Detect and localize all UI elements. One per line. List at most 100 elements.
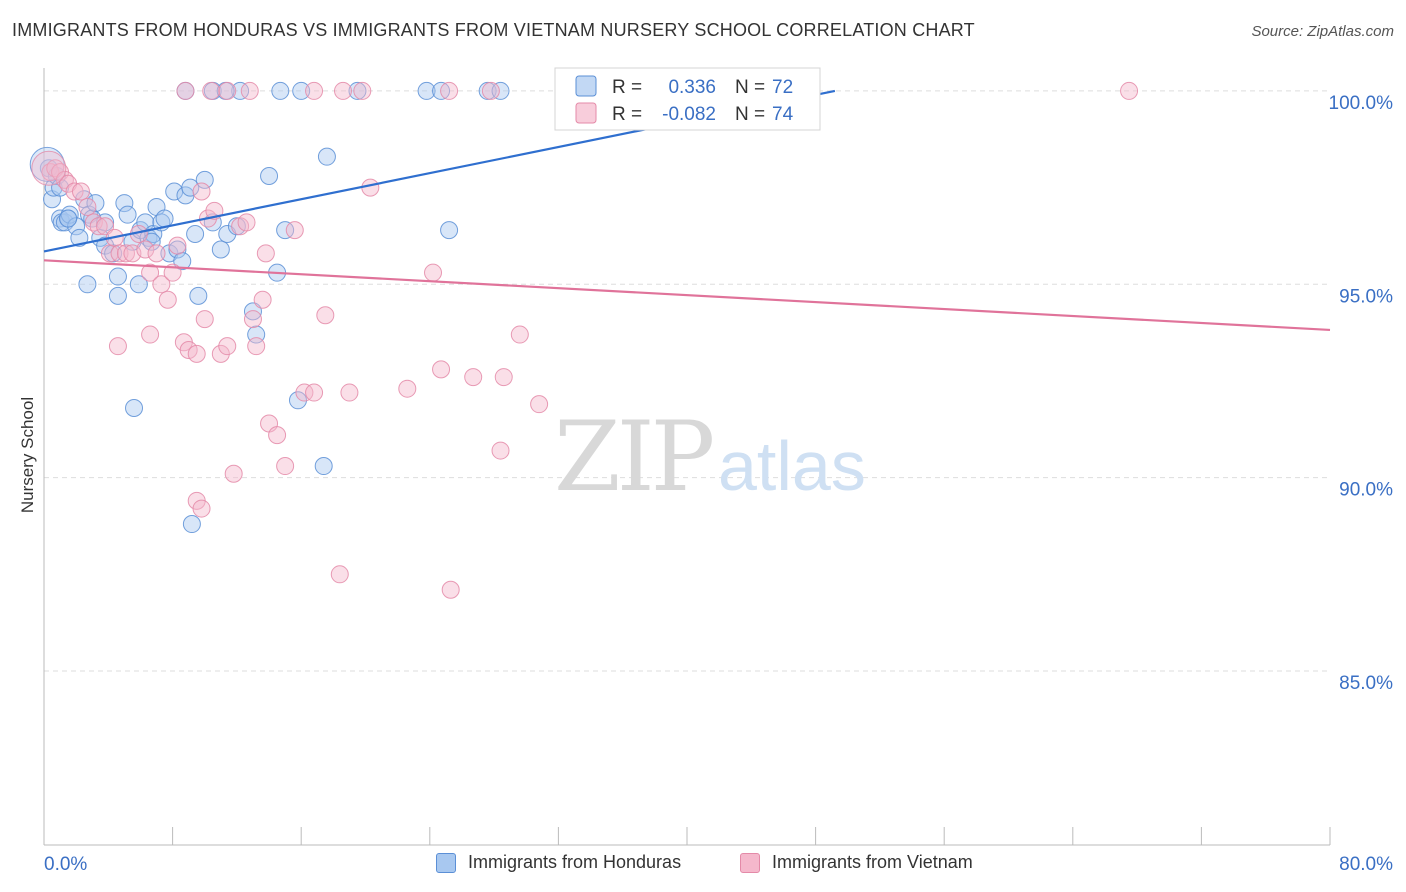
vietnam-point — [398, 379, 417, 398]
stats-n-value: 72 — [772, 77, 793, 98]
vietnam-point — [361, 178, 380, 197]
vietnam-point — [168, 236, 187, 255]
vietnam-point — [316, 306, 335, 325]
stats-swatch — [575, 75, 597, 97]
honduras-point — [118, 205, 137, 224]
vietnam-point — [110, 244, 129, 263]
honduras-point — [231, 81, 250, 100]
watermark-atlas: atlas — [718, 427, 866, 505]
y-axis-tick-labels: 100.0% 95.0% 90.0% 85.0% — [1329, 93, 1394, 694]
vietnam-point — [78, 197, 97, 216]
honduras-point — [211, 240, 230, 259]
vietnam-point — [285, 221, 304, 240]
stats-r-label: R = — [612, 104, 642, 125]
honduras-point — [317, 147, 336, 166]
vietnam-point — [330, 565, 349, 584]
x-axis-ticks — [43, 827, 1331, 845]
vietnam-point — [295, 383, 314, 402]
legend-item-vietnam: Immigrants from Vietnam — [740, 852, 973, 873]
vietnam-point — [187, 344, 206, 363]
vietnam-point — [247, 337, 266, 356]
stats-r-label: R = — [612, 77, 642, 98]
honduras-point — [168, 240, 187, 259]
series-vietnam-points — [31, 81, 1139, 599]
source-credit: Source: ZipAtlas.com — [1251, 23, 1394, 40]
stats-swatch — [575, 102, 597, 124]
honduras-point — [189, 286, 208, 305]
honduras-point — [271, 81, 290, 100]
vietnam-point — [218, 337, 237, 356]
honduras-point — [276, 221, 295, 240]
x-axis-tick-labels: 0.0% 80.0% — [44, 854, 1393, 875]
vietnam-point — [211, 344, 230, 363]
vietnam-point — [152, 275, 171, 294]
vietnam-point — [440, 81, 459, 100]
vietnam-point — [481, 81, 500, 100]
honduras-point — [314, 457, 333, 476]
vietnam-point — [464, 368, 483, 387]
vietnam-point — [510, 325, 529, 344]
axes — [43, 68, 1331, 846]
vietnam-point — [530, 395, 549, 414]
vietnam-point — [96, 217, 115, 236]
stats-legend: R = 0.336 N = 72 R = -0.082 N = 74 — [554, 67, 821, 131]
legend-item-honduras: Immigrants from Honduras — [436, 852, 681, 873]
vietnam-point — [305, 81, 324, 100]
vietnam-point — [253, 290, 272, 309]
honduras-point — [491, 81, 510, 100]
vietnam-point — [353, 81, 372, 100]
honduras-point — [70, 228, 89, 247]
chart-title: IMMIGRANTS FROM HONDURAS VS IMMIGRANTS F… — [12, 20, 975, 40]
vietnam-point — [192, 182, 211, 201]
honduras-point — [181, 178, 200, 197]
vietnam-point — [268, 426, 287, 445]
stats-legend-box — [554, 67, 821, 131]
y-tick-label: 85.0% — [1339, 673, 1393, 694]
vietnam-point — [176, 81, 195, 100]
honduras-point — [292, 81, 311, 100]
gridlines — [44, 90, 1330, 672]
vietnam-point — [432, 360, 451, 379]
vietnam-point — [237, 213, 256, 232]
vietnam-point-large — [31, 150, 67, 186]
vietnam-point — [424, 263, 443, 282]
y-tick-label: 100.0% — [1329, 93, 1394, 114]
vietnam-point — [305, 383, 324, 402]
honduras-point — [108, 267, 127, 286]
vietnam-point — [158, 290, 177, 309]
honduras-point — [78, 275, 97, 294]
honduras-point — [260, 167, 279, 186]
legend-swatch-honduras — [436, 852, 456, 873]
vietnam-point — [224, 464, 243, 483]
vietnam-point — [256, 244, 275, 263]
legend-label-vietnam: Immigrants from Vietnam — [772, 852, 973, 872]
trend-line-vietnam — [43, 259, 1331, 332]
vietnam-point — [89, 217, 108, 236]
honduras-point — [155, 209, 174, 228]
vietnam-point — [65, 182, 84, 201]
honduras-point — [440, 221, 459, 240]
y-tick-label: 95.0% — [1339, 286, 1393, 307]
stats-r-value: -0.082 — [662, 104, 716, 125]
vietnam-point — [243, 310, 262, 329]
vietnam-point — [340, 383, 359, 402]
x-tick-label-max: 80.0% — [1339, 854, 1393, 875]
honduras-point — [108, 286, 127, 305]
watermark-zip: ZIP — [554, 401, 713, 513]
stats-n-value: 74 — [772, 104, 794, 125]
honduras-point — [288, 391, 307, 410]
vietnam-point — [141, 263, 160, 282]
vietnam-point — [116, 244, 135, 263]
vietnam-point — [195, 310, 214, 329]
legend-swatch-vietnam — [740, 852, 760, 873]
stats-r-value: 0.336 — [668, 77, 716, 98]
honduras-point — [125, 399, 144, 418]
vietnam-point — [192, 499, 211, 518]
vietnam-point — [494, 368, 513, 387]
vietnam-point — [441, 580, 460, 599]
honduras-point — [243, 302, 262, 321]
y-tick-label: 90.0% — [1339, 480, 1393, 501]
vietnam-point — [136, 240, 155, 259]
stats-n-label: N = — [735, 77, 765, 98]
